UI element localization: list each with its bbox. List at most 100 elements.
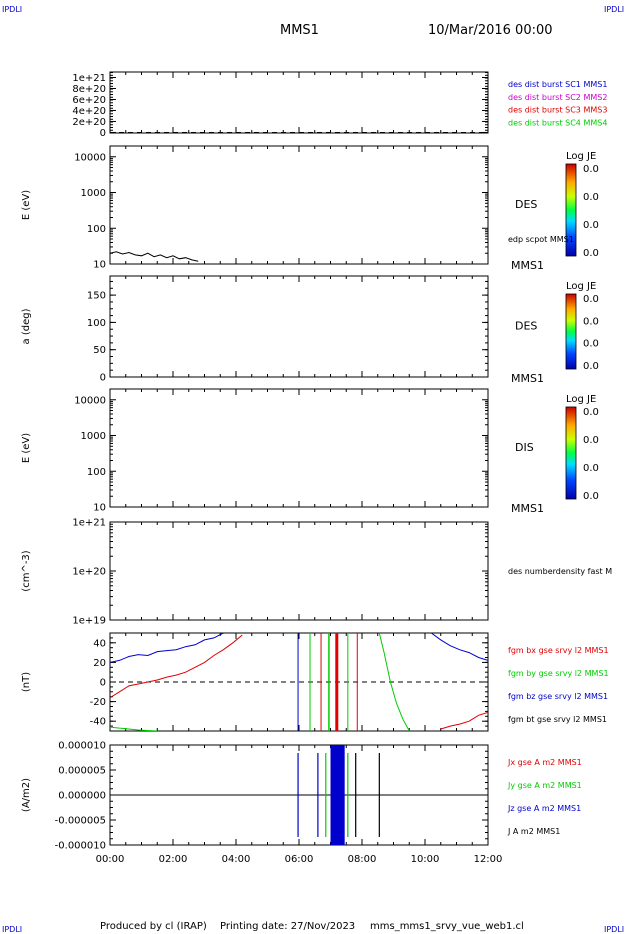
footer-printing-date: Printing date: 27/Nov/2023 [220, 921, 355, 932]
footer-product: mms_mms1_srvy_vue_web1.cl [370, 921, 524, 932]
colorbar-title: Log JE [566, 281, 596, 292]
series-line [110, 634, 243, 699]
y-tick-label: 1e+19 [72, 616, 106, 627]
colorbar [565, 163, 577, 257]
y-tick-label: 0.000000 [58, 791, 106, 802]
legend-entry: fgm bt gse srvy l2 MMS1 [508, 715, 607, 724]
legend-entry: Jx gse A m2 MMS1 [507, 758, 582, 767]
y-tick-label: -0.000010 [55, 841, 106, 852]
y-tick-label: 50 [93, 345, 106, 356]
spacecraft-title: MMS1 [280, 23, 319, 38]
time-tick-label: 00:00 [96, 854, 125, 865]
colorbar-title: Log JE [566, 151, 596, 162]
spacecraft-label: MMS1 [511, 502, 544, 515]
series-line [110, 726, 158, 731]
time-axis-labels: 00:00 02:00 04:00 06:00 08:00 10:00 12:00 [96, 854, 503, 865]
series-line [431, 633, 488, 661]
corner-label-bottom-left: IPDLI [2, 925, 22, 934]
series-line [110, 633, 224, 663]
legend-entry: fgm bz gse srvy l2 MMS1 [508, 692, 608, 701]
panel-2: 10000 1000 100 10 E (eV) DES MMS1 Log JE 0.0 0.0 0… [21, 145, 599, 272]
instrument-label: DES [515, 198, 537, 211]
y-axis-label: E (eV) [21, 190, 32, 220]
y-axis-label: E (eV) [21, 433, 32, 463]
y-tick-label: 0 [100, 678, 106, 689]
current-bursts [110, 745, 488, 845]
series-line [110, 251, 199, 262]
time-tick-label: 12:00 [474, 854, 503, 865]
time-tick-label: 04:00 [222, 854, 251, 865]
panel-frame [109, 275, 489, 378]
colorbar-tick-label: 0.0 [583, 192, 599, 203]
colorbar-tick-label: 0.0 [583, 248, 599, 259]
y-axis-label: (cm^-3) [21, 550, 32, 591]
y-tick-label: 1000 [81, 431, 106, 442]
panel-4: 10000 1000 100 10 E (eV) DIS MMS1 Log JE 0.0 0.0 0… [21, 388, 599, 515]
y-tick-label: 2e+20 [72, 117, 106, 128]
y-tick-label: 10000 [74, 152, 106, 163]
time-tick-label: 10:00 [411, 854, 440, 865]
series-line [378, 633, 410, 731]
colorbar-tick-label: 0.0 [583, 491, 599, 502]
instrument-label: DES [515, 320, 537, 333]
y-tick-label: 1e+21 [72, 73, 106, 84]
colorbar [565, 293, 577, 370]
jz-burst [330, 745, 345, 845]
colorbar-tick-label: 0.0 [583, 435, 599, 446]
legend-entry: des numberdensity fast M [508, 567, 612, 576]
legend-entry: des dist burst SC2 MMS2 [508, 93, 607, 102]
y-axis-label: (nT) [21, 672, 32, 692]
spacecraft-label: MMS1 [511, 372, 544, 385]
legend-entry: fgm by gse srvy l2 MMS1 [508, 669, 609, 678]
y-tick-label: 10 [93, 260, 106, 271]
panel-frame [109, 145, 489, 265]
y-tick-label: 0 [100, 373, 106, 384]
panel-5: 1e+21 1e+20 1e+19 (cm^-3) des numberdensity … [21, 518, 612, 627]
y-tick-label: 0.000010 [58, 741, 106, 752]
colorbar-tick-label: 0.0 [583, 361, 599, 372]
y-tick-label: 8e+20 [72, 84, 106, 95]
colorbar-tick-label: 0.0 [583, 463, 599, 474]
panel-7: 0.000010 0.000005 0.000000 -0.000005 -0.0000… [21, 741, 582, 852]
y-tick-label: 0 [100, 128, 106, 139]
y-tick-label: 100 [87, 224, 106, 235]
y-tick-label: 1e+20 [72, 567, 106, 578]
legend-entry: Jz gse A m2 MMS1 [507, 804, 581, 813]
spacecraft-label: MMS1 [511, 259, 544, 272]
time-tick-label: 06:00 [285, 854, 314, 865]
instrument-label: DIS [515, 441, 534, 454]
bfield-spikes [297, 633, 358, 731]
y-tick-label: -40 [90, 717, 106, 728]
legend-entry: Jy gse A m2 MMS1 [507, 781, 582, 790]
series-line [440, 711, 488, 730]
panel-frame [109, 521, 489, 621]
y-tick-label: 40 [93, 638, 106, 649]
legend-entry: des dist burst SC4 MMS4 [508, 118, 607, 127]
legend-entry: des dist burst SC3 MMS3 [508, 106, 607, 115]
y-tick-label: 6e+20 [72, 95, 106, 106]
y-axis-label: a (deg) [21, 308, 32, 344]
y-tick-label: -20 [90, 697, 106, 708]
y-tick-label: -0.000005 [55, 816, 106, 827]
time-tick-label: 02:00 [159, 854, 188, 865]
y-tick-label: 1000 [81, 188, 106, 199]
corner-label-bottom-right: IPDLI [604, 925, 624, 934]
panel-frame [109, 388, 489, 508]
panel-3: 150 100 50 0 a (deg) DES MMS1 Log JE 0.0 0.0 0.0 0.… [21, 275, 599, 385]
colorbar [565, 406, 577, 500]
series-label: edp scpot MMS1 [508, 235, 574, 244]
date-title: 10/Mar/2016 00:00 [428, 23, 553, 38]
colorbar-tick-label: 0.0 [583, 316, 599, 327]
y-axis-label: (A/m2) [21, 778, 32, 812]
y-tick-label: 10000 [74, 395, 106, 406]
y-tick-label: 20 [93, 658, 106, 669]
legend-entry: des dist burst SC1 MMS1 [508, 80, 607, 89]
panel-frame [109, 71, 489, 134]
y-tick-label: 10 [93, 503, 106, 514]
colorbar-tick-label: 0.0 [583, 294, 599, 305]
footer-produced-by: Produced by cl (IRAP) [100, 921, 207, 932]
colorbar-tick-label: 0.0 [583, 407, 599, 418]
